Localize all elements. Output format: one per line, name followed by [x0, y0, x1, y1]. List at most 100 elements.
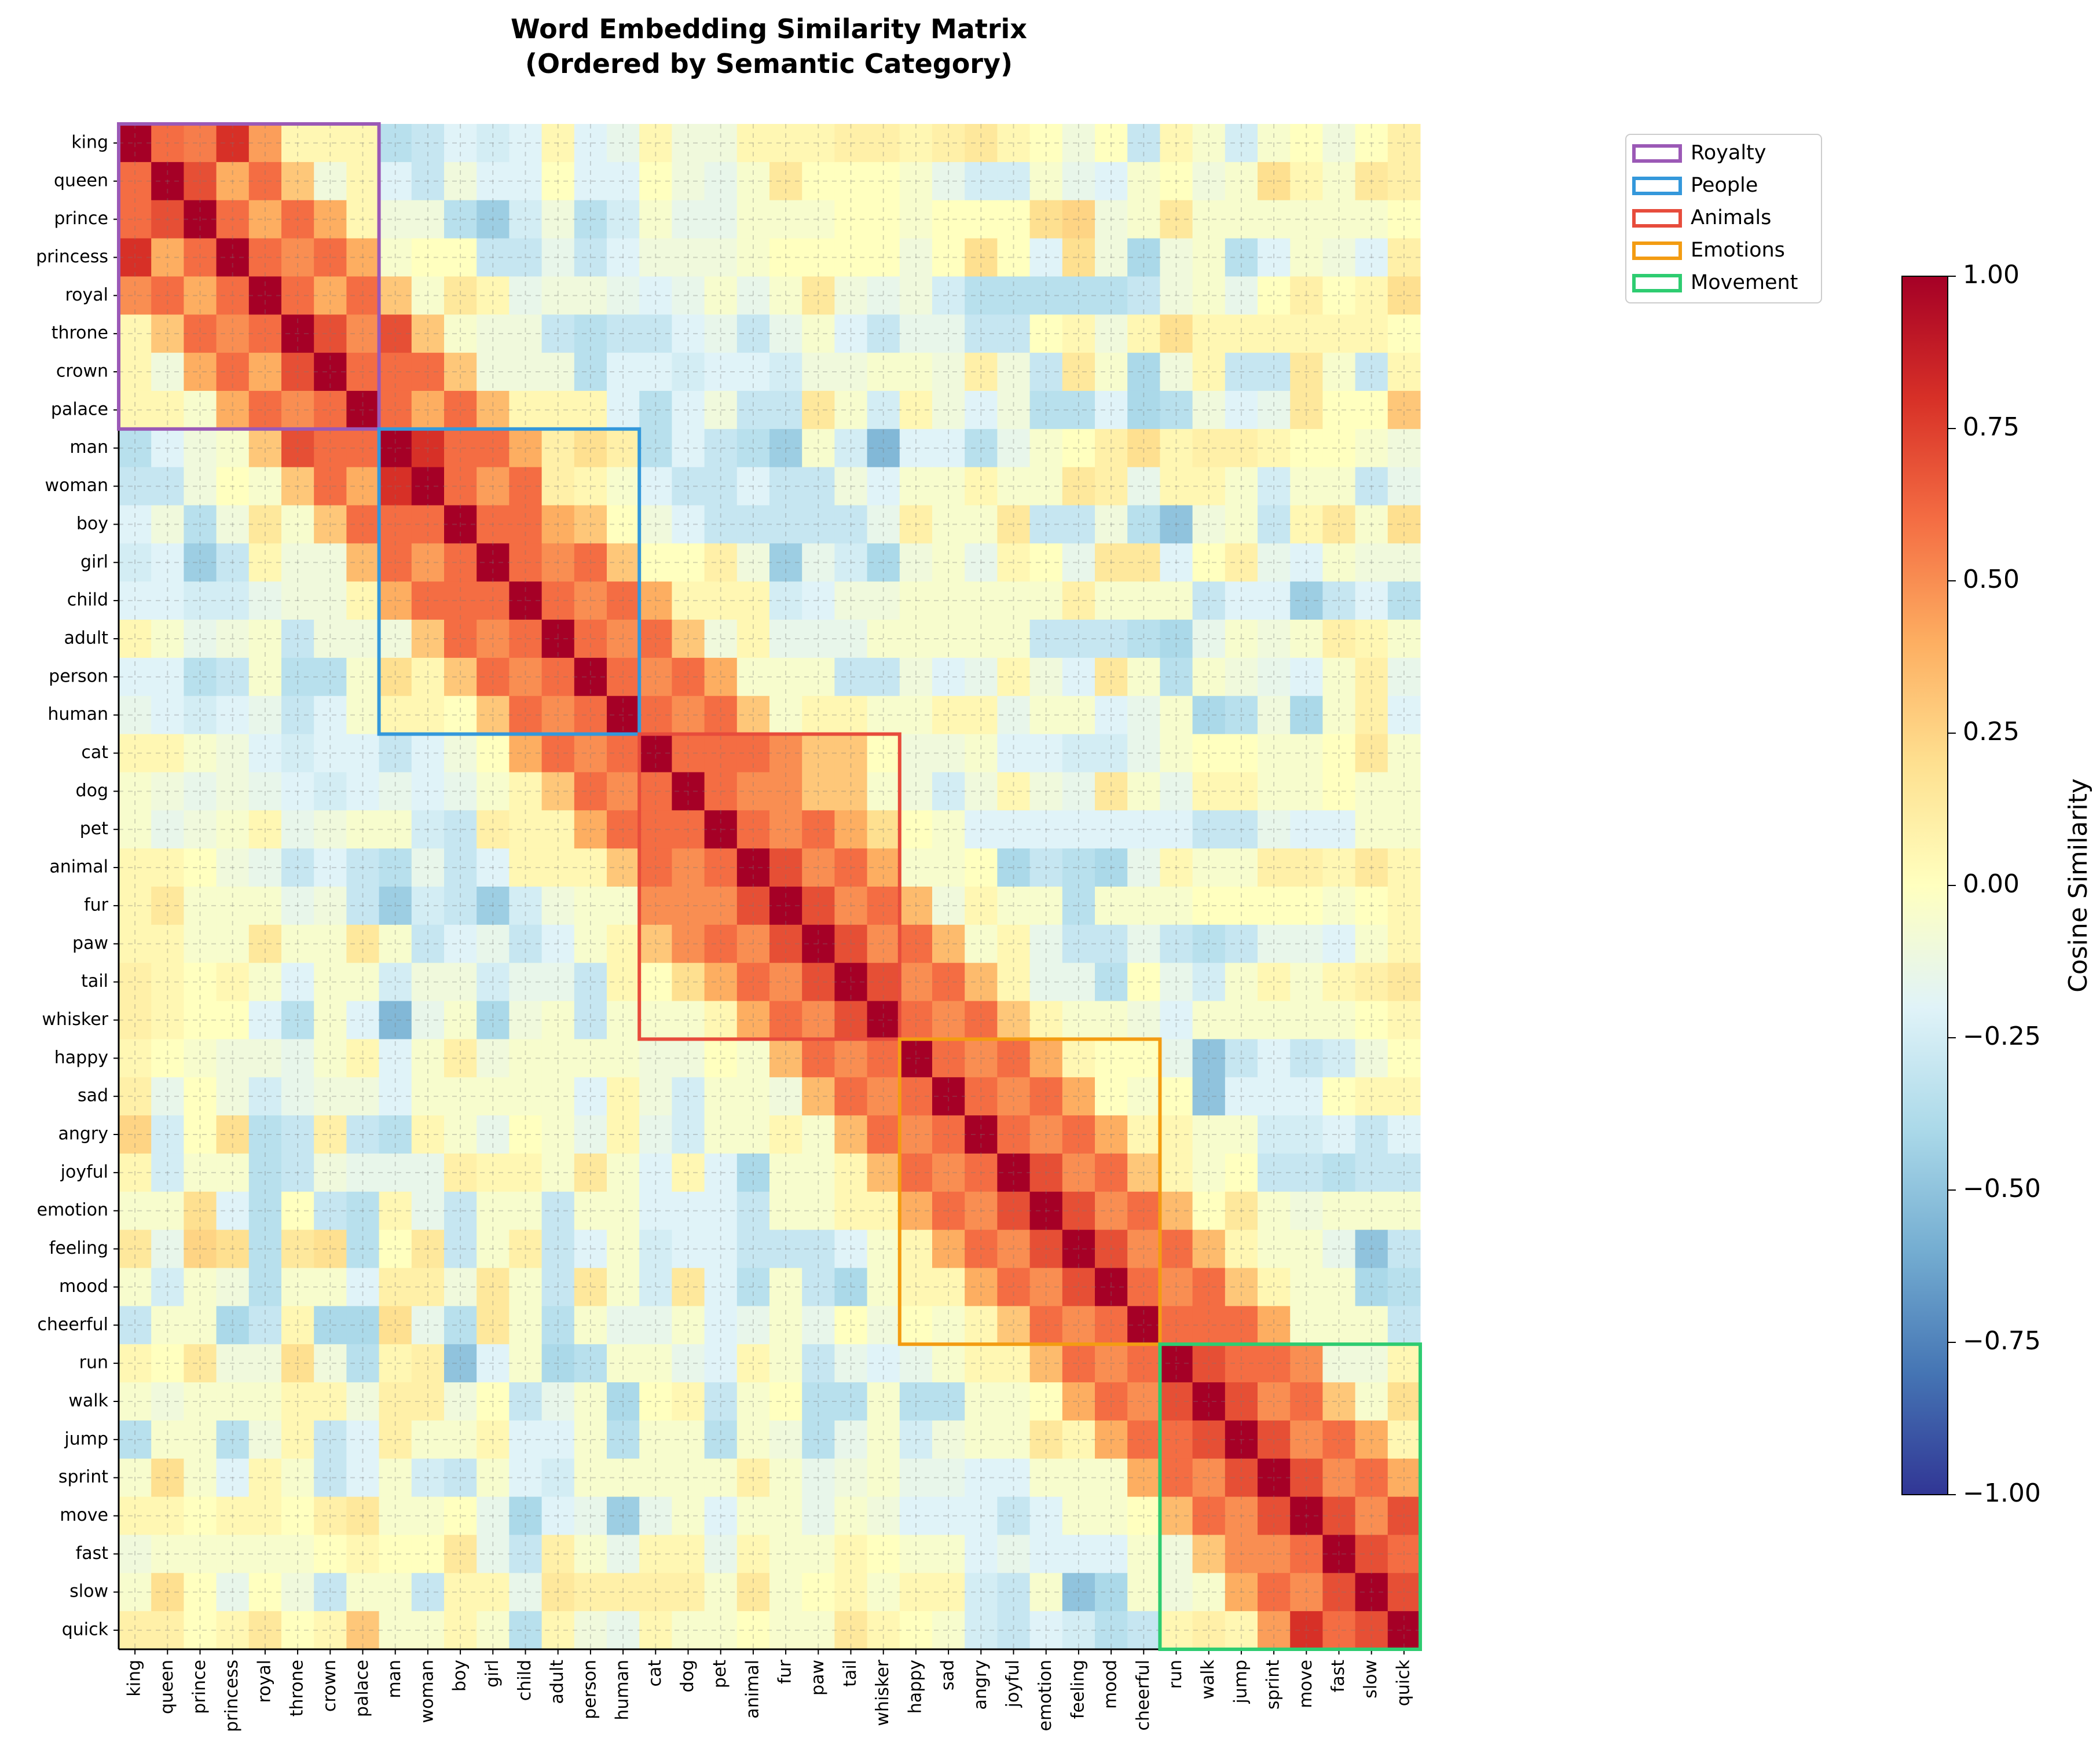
- heatmap-cell: [411, 924, 445, 964]
- heatmap-cell: [119, 314, 152, 353]
- heatmap-cell: [834, 848, 868, 887]
- heatmap-cell: [965, 276, 998, 315]
- heatmap-cell: [541, 1496, 575, 1535]
- y-tick-label: slow: [69, 1582, 108, 1602]
- heatmap-cell: [541, 924, 575, 964]
- heatmap-cell: [639, 620, 672, 658]
- legend-frame: [1625, 134, 1822, 303]
- heatmap-cell: [639, 810, 672, 849]
- heatmap-cell: [736, 1573, 770, 1612]
- heatmap-cell: [997, 1458, 1031, 1498]
- heatmap-cell: [607, 1191, 640, 1231]
- y-tick-label: run: [79, 1353, 108, 1373]
- heatmap-cell: [346, 467, 380, 506]
- x-tick-label: man: [384, 1660, 405, 1699]
- y-tick-label: angry: [58, 1124, 108, 1144]
- heatmap-cell: [184, 1191, 217, 1231]
- heatmap-cell: [1387, 1535, 1421, 1573]
- heatmap-cell: [1127, 390, 1160, 430]
- heatmap-cell: [997, 1191, 1031, 1231]
- heatmap-cell: [151, 1535, 184, 1573]
- heatmap-cell: [899, 314, 933, 353]
- heatmap-cell: [1192, 887, 1226, 925]
- heatmap-cell: [119, 810, 152, 849]
- heatmap-cell: [1062, 390, 1095, 430]
- heatmap-cell: [1160, 848, 1193, 887]
- heatmap-cell: [151, 810, 184, 849]
- heatmap-cell: [607, 620, 640, 658]
- heatmap-cell: [444, 1039, 477, 1078]
- heatmap-cell: [1029, 124, 1063, 163]
- heatmap-cell: [477, 1191, 510, 1231]
- heatmap-cell: [216, 124, 250, 163]
- heatmap-cell: [997, 924, 1031, 964]
- heatmap-cell: [1029, 1306, 1063, 1345]
- legend-label: Emotions: [1691, 239, 1785, 262]
- heatmap-cell: [1029, 657, 1063, 697]
- heatmap-cell: [1062, 238, 1095, 277]
- heatmap-cell: [704, 429, 738, 468]
- heatmap-cell: [1225, 1420, 1258, 1459]
- heatmap-cell: [1160, 543, 1193, 582]
- heatmap-cell: [346, 314, 380, 353]
- heatmap-cell: [574, 772, 607, 811]
- heatmap-cell: [867, 1039, 900, 1078]
- heatmap-cell: [574, 467, 607, 506]
- heatmap-cell: [151, 848, 184, 887]
- heatmap-cell: [899, 1458, 933, 1498]
- heatmap-cell: [346, 734, 380, 773]
- heatmap-cell: [639, 543, 672, 582]
- heatmap-cell: [867, 1001, 900, 1039]
- heatmap-cell: [932, 1077, 965, 1116]
- heatmap-cell: [834, 390, 868, 430]
- heatmap-cell: [1160, 887, 1193, 925]
- heatmap-cell: [314, 1153, 347, 1192]
- heatmap-cell: [379, 924, 412, 964]
- heatmap-cell: [672, 1077, 705, 1116]
- heatmap-cell: [997, 696, 1031, 735]
- heatmap-cell: [1225, 1115, 1258, 1154]
- heatmap-cell: [1160, 124, 1193, 163]
- heatmap-cell: [281, 772, 314, 811]
- heatmap-cell: [248, 429, 282, 468]
- heatmap-cell: [639, 1191, 672, 1231]
- y-tick-label: walk: [68, 1390, 108, 1411]
- heatmap-cell: [477, 314, 510, 353]
- heatmap-cell: [1127, 924, 1160, 964]
- heatmap-cell: [248, 200, 282, 239]
- heatmap-cell: [704, 1191, 738, 1231]
- heatmap-cell: [1029, 1535, 1063, 1573]
- heatmap-cell: [834, 657, 868, 697]
- colorbar-tick-label: −1.00: [1963, 1478, 2041, 1508]
- heatmap-cell: [997, 1496, 1031, 1535]
- heatmap-cell: [1029, 696, 1063, 735]
- heatmap-cell: [802, 1115, 835, 1154]
- heatmap-cell: [736, 124, 770, 163]
- heatmap-cell: [769, 390, 802, 430]
- heatmap-cell: [1192, 1153, 1226, 1192]
- heatmap-cell: [672, 238, 705, 277]
- heatmap-cell: [346, 1420, 380, 1459]
- heatmap-cell: [1095, 1458, 1128, 1498]
- heatmap-cell: [216, 1268, 250, 1306]
- heatmap-cell: [1355, 429, 1388, 468]
- heatmap-cell: [899, 657, 933, 697]
- y-tick-label: joyful: [60, 1162, 108, 1182]
- heatmap-cell: [1160, 314, 1193, 353]
- heatmap-cell: [1387, 276, 1421, 315]
- heatmap-cell: [248, 1306, 282, 1345]
- heatmap-cell: [867, 1535, 900, 1573]
- heatmap-cell: [216, 467, 250, 506]
- heatmap-cell: [1355, 1001, 1388, 1039]
- heatmap-cell: [411, 390, 445, 430]
- heatmap-cell: [1322, 1535, 1356, 1573]
- heatmap-cell: [216, 1191, 250, 1231]
- heatmap-cell: [932, 1001, 965, 1039]
- heatmap-cell: [444, 696, 477, 735]
- heatmap-cell: [672, 1344, 705, 1383]
- heatmap-cell: [379, 887, 412, 925]
- heatmap-cell: [281, 1039, 314, 1078]
- heatmap-cell: [802, 1420, 835, 1459]
- heatmap-cell: [346, 1229, 380, 1268]
- heatmap-cell: [509, 200, 543, 239]
